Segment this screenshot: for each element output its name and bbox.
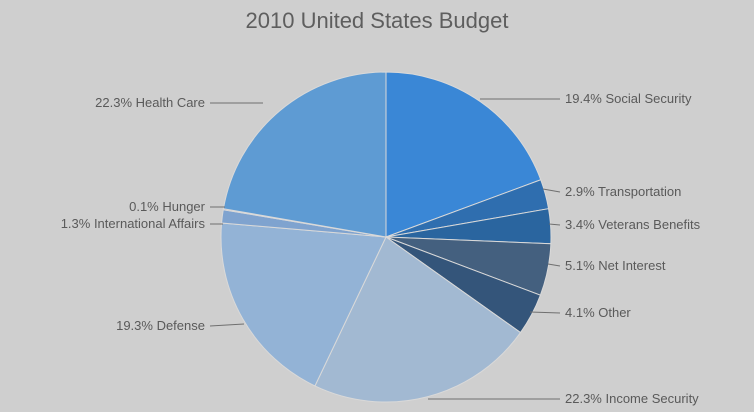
slice-label: 19.4% Social Security	[565, 91, 692, 106]
chart-title: 2010 United States Budget	[245, 8, 509, 33]
leader-line	[529, 311, 561, 314]
slice-label: 22.3% Health Care	[95, 95, 205, 110]
pie-slice	[385, 71, 542, 238]
pie-slice	[222, 71, 387, 238]
leader-line	[542, 188, 561, 193]
slice-label: 5.1% Net Interest	[565, 258, 666, 273]
leader-lines	[209, 98, 561, 400]
slice-label: 19.3% Defense	[116, 318, 205, 333]
leader-line	[209, 323, 245, 327]
slice-label: 1.3% International Affairs	[61, 216, 206, 231]
leader-line	[547, 263, 561, 267]
pie-slices	[220, 71, 552, 403]
slice-label: 22.3% Income Security	[565, 391, 699, 406]
slice-label: 3.4% Veterans Benefits	[565, 217, 701, 232]
slice-label: 2.9% Transportation	[565, 184, 681, 199]
leader-line	[548, 223, 561, 226]
pie-slice	[220, 222, 387, 387]
slice-label: 4.1% Other	[565, 305, 631, 320]
slice-label: 0.1% Hunger	[129, 199, 206, 214]
slice-labels: 19.4% Social Security 2.9% Transportation…	[61, 91, 701, 406]
